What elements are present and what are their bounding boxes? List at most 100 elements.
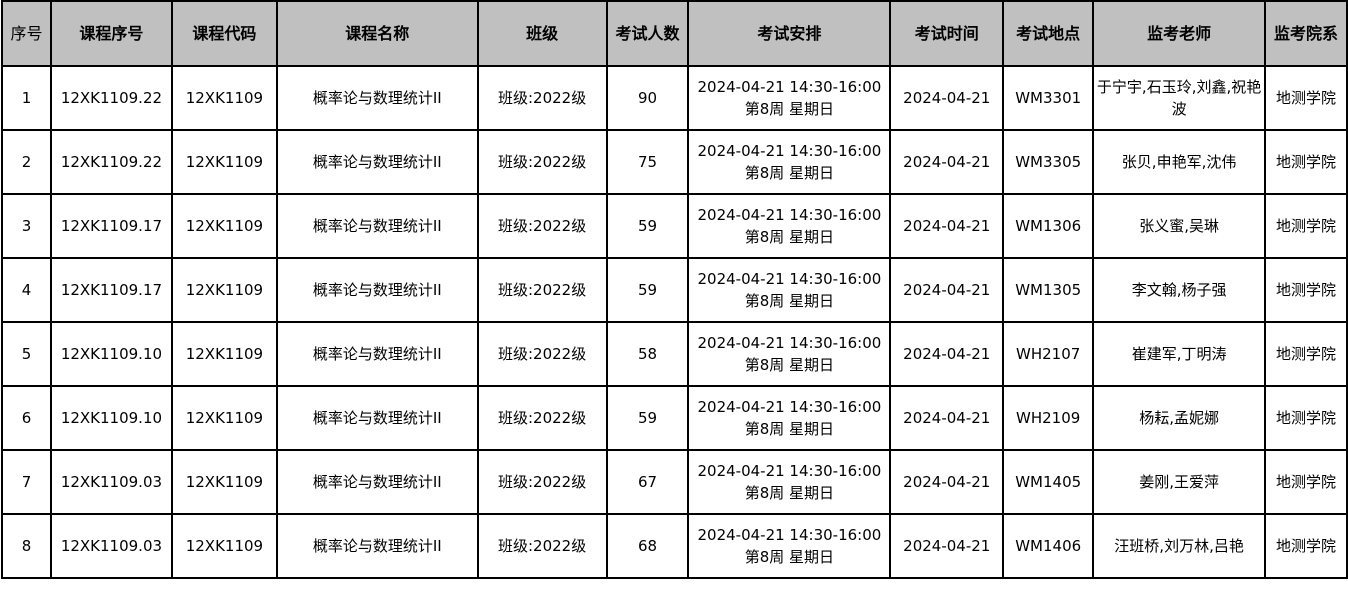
- cell-course-code: 12XK1109: [170, 129, 278, 195]
- cell-course-name: 概率论与数理统计II: [275, 129, 479, 195]
- schedule-datetime: 2024-04-21 14:30-16:00: [697, 334, 882, 352]
- cell-no: 1: [1, 65, 52, 131]
- cell-count: 59: [605, 193, 690, 259]
- header-room: 考试地点: [1002, 0, 1095, 67]
- cell-course-name: 概率论与数理统计II: [275, 449, 479, 515]
- cell-room: WM3305: [1002, 129, 1095, 195]
- cell-course-code: 12XK1109: [170, 513, 278, 579]
- header-schedule: 考试安排: [687, 0, 892, 67]
- header-row: 序号 课程序号 课程代码 课程名称 班级 考试人数 考试安排 考试时间 考试地点…: [1, 0, 1348, 67]
- cell-count: 75: [605, 129, 690, 195]
- schedule-week: 第8周 星期日: [744, 164, 835, 182]
- cell-date: 2024-04-21: [889, 513, 1005, 579]
- cell-dept: 地测学院: [1263, 193, 1348, 259]
- header-class: 班级: [476, 0, 608, 67]
- cell-course-seq: 12XK1109.10: [49, 321, 173, 387]
- schedule-week: 第8周 星期日: [744, 356, 835, 374]
- cell-date: 2024-04-21: [889, 385, 1005, 451]
- cell-proctors: 汪班桥,刘万林,吕艳: [1092, 513, 1266, 579]
- cell-schedule: 2024-04-21 14:30-16:00 第8周 星期日: [687, 513, 892, 579]
- cell-class: 班级:2022级: [476, 257, 608, 323]
- cell-proctors: 张贝,申艳军,沈伟: [1092, 129, 1266, 195]
- cell-schedule: 2024-04-21 14:30-16:00 第8周 星期日: [687, 193, 892, 259]
- cell-proctors: 姜刚,王爱萍: [1092, 449, 1266, 515]
- cell-proctors: 杨耘,孟妮娜: [1092, 385, 1266, 451]
- schedule-datetime: 2024-04-21 14:30-16:00: [697, 270, 882, 288]
- cell-course-seq: 12XK1109.22: [49, 65, 173, 131]
- cell-class: 班级:2022级: [476, 65, 608, 131]
- header-proctors: 监考老师: [1092, 0, 1266, 67]
- cell-room: WM3301: [1002, 65, 1095, 131]
- schedule-week: 第8周 星期日: [744, 484, 835, 502]
- cell-class: 班级:2022级: [476, 513, 608, 579]
- cell-count: 59: [605, 257, 690, 323]
- table-row: 1 12XK1109.22 12XK1109 概率论与数理统计II 班级:2022级 90…: [1, 65, 1348, 131]
- schedule-week: 第8周 星期日: [744, 420, 835, 438]
- schedule-week: 第8周 星期日: [744, 228, 835, 246]
- header-course-code: 课程代码: [170, 0, 278, 67]
- cell-dept: 地测学院: [1263, 385, 1348, 451]
- cell-count: 68: [605, 513, 690, 579]
- header-dept: 监考院系: [1263, 0, 1348, 67]
- cell-no: 3: [1, 193, 52, 259]
- table-row: 2 12XK1109.22 12XK1109 概率论与数理统计II 班级:2022级 75…: [1, 129, 1348, 195]
- cell-no: 4: [1, 257, 52, 323]
- cell-date: 2024-04-21: [889, 257, 1005, 323]
- cell-course-name: 概率论与数理统计II: [275, 65, 479, 131]
- cell-dept: 地测学院: [1263, 321, 1348, 387]
- cell-course-code: 12XK1109: [170, 449, 278, 515]
- exam-schedule-table: 序号 课程序号 课程代码 课程名称 班级 考试人数 考试安排 考试时间 考试地点…: [1, 0, 1348, 579]
- cell-dept: 地测学院: [1263, 513, 1348, 579]
- cell-no: 7: [1, 449, 52, 515]
- cell-schedule: 2024-04-21 14:30-16:00 第8周 星期日: [687, 257, 892, 323]
- cell-count: 90: [605, 65, 690, 131]
- schedule-datetime: 2024-04-21 14:30-16:00: [697, 462, 882, 480]
- cell-count: 58: [605, 321, 690, 387]
- schedule-datetime: 2024-04-21 14:30-16:00: [697, 206, 882, 224]
- cell-schedule: 2024-04-21 14:30-16:00 第8周 星期日: [687, 129, 892, 195]
- schedule-week: 第8周 星期日: [744, 292, 835, 310]
- cell-date: 2024-04-21: [889, 321, 1005, 387]
- cell-dept: 地测学院: [1263, 257, 1348, 323]
- cell-room: WH2109: [1002, 385, 1095, 451]
- cell-date: 2024-04-21: [889, 129, 1005, 195]
- cell-no: 8: [1, 513, 52, 579]
- cell-course-seq: 12XK1109.03: [49, 513, 173, 579]
- cell-no: 5: [1, 321, 52, 387]
- cell-course-code: 12XK1109: [170, 257, 278, 323]
- cell-count: 67: [605, 449, 690, 515]
- cell-course-name: 概率论与数理统计II: [275, 321, 479, 387]
- cell-course-name: 概率论与数理统计II: [275, 385, 479, 451]
- cell-no: 6: [1, 385, 52, 451]
- schedule-datetime: 2024-04-21 14:30-16:00: [697, 398, 882, 416]
- cell-no: 2: [1, 129, 52, 195]
- table-row: 8 12XK1109.03 12XK1109 概率论与数理统计II 班级:2022级 68…: [1, 513, 1348, 579]
- header-no: 序号: [1, 0, 52, 67]
- cell-dept: 地测学院: [1263, 129, 1348, 195]
- cell-proctors: 张义蜜,吴琳: [1092, 193, 1266, 259]
- header-course-seq: 课程序号: [49, 0, 173, 67]
- cell-course-code: 12XK1109: [170, 65, 278, 131]
- cell-schedule: 2024-04-21 14:30-16:00 第8周 星期日: [687, 449, 892, 515]
- cell-count: 59: [605, 385, 690, 451]
- cell-course-seq: 12XK1109.17: [49, 193, 173, 259]
- cell-schedule: 2024-04-21 14:30-16:00 第8周 星期日: [687, 385, 892, 451]
- cell-course-seq: 12XK1109.17: [49, 257, 173, 323]
- cell-proctors: 于宁宇,石玉玲,刘鑫,祝艳波: [1092, 65, 1266, 131]
- cell-course-code: 12XK1109: [170, 193, 278, 259]
- cell-schedule: 2024-04-21 14:30-16:00 第8周 星期日: [687, 321, 892, 387]
- cell-course-name: 概率论与数理统计II: [275, 193, 479, 259]
- cell-dept: 地测学院: [1263, 449, 1348, 515]
- cell-room: WM1305: [1002, 257, 1095, 323]
- cell-proctors: 李文翰,杨子强: [1092, 257, 1266, 323]
- schedule-datetime: 2024-04-21 14:30-16:00: [697, 78, 882, 96]
- cell-class: 班级:2022级: [476, 449, 608, 515]
- table-row: 7 12XK1109.03 12XK1109 概率论与数理统计II 班级:2022级 67…: [1, 449, 1348, 515]
- cell-dept: 地测学院: [1263, 65, 1348, 131]
- cell-room: WM1306: [1002, 193, 1095, 259]
- schedule-datetime: 2024-04-21 14:30-16:00: [697, 526, 882, 544]
- cell-date: 2024-04-21: [889, 193, 1005, 259]
- cell-course-code: 12XK1109: [170, 385, 278, 451]
- cell-class: 班级:2022级: [476, 129, 608, 195]
- cell-class: 班级:2022级: [476, 193, 608, 259]
